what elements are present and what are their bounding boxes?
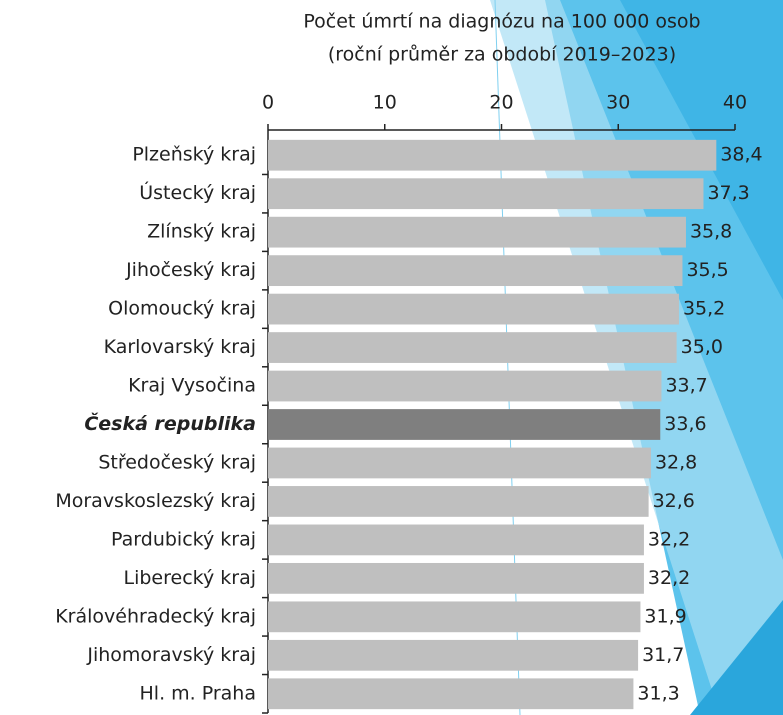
x-tick-label: 20: [489, 92, 513, 114]
value-label: 31,9: [644, 605, 686, 627]
value-label: 37,3: [707, 182, 749, 204]
y-tick-label: Olomoucký kraj: [108, 298, 256, 320]
y-tick-label: Hl. m. Praha: [140, 682, 257, 704]
bar: [268, 678, 633, 709]
y-tick-label: Plzeňský kraj: [132, 144, 256, 166]
bar: [268, 178, 703, 209]
x-tick-label: 40: [723, 92, 747, 114]
bar: [268, 409, 660, 440]
y-tick-label: Pardubický kraj: [111, 528, 256, 550]
value-label: 31,7: [642, 644, 684, 666]
y-tick-label: Ústecký kraj: [139, 180, 256, 204]
chart: Počet úmrtí na diagnózu na 100 000 osob …: [0, 0, 783, 715]
value-label: 32,6: [653, 490, 695, 512]
x-tick-label: 30: [606, 92, 630, 114]
bar: [268, 601, 640, 632]
value-label: 32,2: [648, 567, 690, 589]
value-label: 35,5: [686, 259, 728, 281]
y-tick-label: Liberecký kraj: [124, 567, 257, 589]
bar: [268, 525, 644, 556]
bar: [268, 448, 651, 479]
bar: [268, 640, 638, 671]
bar: [268, 294, 679, 325]
bar: [268, 217, 686, 248]
y-tick-label: Zlínský kraj: [147, 221, 256, 243]
y-tick-label: Středočeský kraj: [98, 451, 256, 473]
x-tick-label: 10: [373, 92, 397, 114]
value-label: 35,8: [690, 221, 732, 243]
bar: [268, 563, 644, 594]
value-label: 35,2: [683, 298, 725, 320]
bar: [268, 255, 682, 286]
value-label: 32,2: [648, 528, 690, 550]
value-label: 31,3: [637, 682, 679, 704]
bar: [268, 371, 661, 402]
bar: [268, 486, 649, 517]
y-tick-label: Královéhradecký kraj: [55, 605, 256, 627]
chart-title: (roční průměr za období 2019–2023): [328, 44, 676, 66]
chart-title: Počet úmrtí na diagnózu na 100 000 osob: [303, 11, 700, 33]
y-tick-label: Česká republika: [84, 411, 256, 435]
bar: [268, 140, 716, 171]
y-tick-label: Jihočeský kraj: [125, 259, 256, 281]
value-label: 33,7: [665, 375, 707, 397]
value-label: 38,4: [720, 144, 762, 166]
x-tick-label: 0: [262, 92, 274, 114]
y-tick-label: Kraj Vysočina: [128, 375, 256, 397]
bar: [268, 332, 677, 363]
value-label: 32,8: [655, 451, 697, 473]
y-tick-label: Karlovarský kraj: [104, 336, 256, 358]
value-label: 35,0: [681, 336, 723, 358]
value-label: 33,6: [664, 413, 706, 435]
y-tick-label: Moravskoslezský kraj: [55, 490, 256, 512]
y-tick-label: Jihomoravský kraj: [86, 644, 256, 666]
